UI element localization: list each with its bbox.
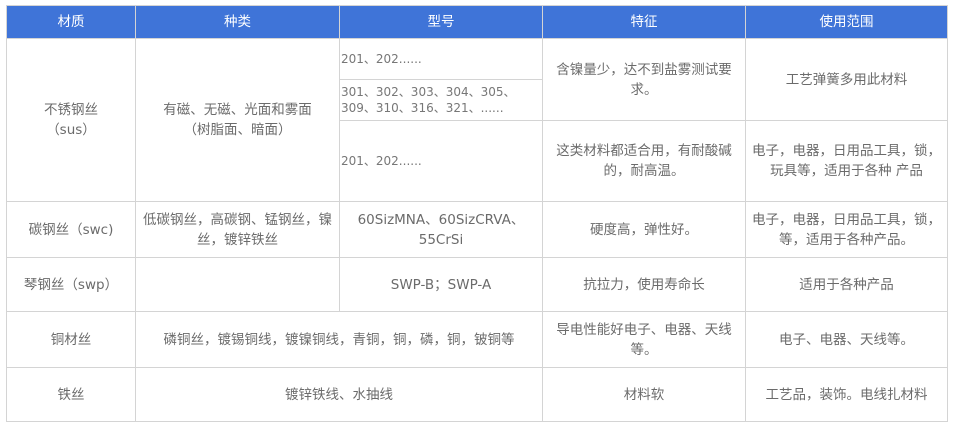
kind-line: （树脂面、暗面） [183, 122, 292, 138]
material-table: 材质 种类 型号 特征 使用范围 不锈钢丝 （sus） 有磁、无磁、光面和雾面 （树… [6, 5, 948, 422]
kind-line: 有磁、无磁、光面和雾面 [163, 102, 312, 118]
header-usage: 使用范围 [745, 5, 948, 39]
cell-material: 琴钢丝（swp） [6, 257, 136, 312]
table-row-iron: 铁丝 镀锌铁线、水抽线 材料软 工艺品，装饰。电线扎材料 [6, 367, 948, 422]
material-name: 不锈钢丝 [44, 102, 98, 118]
cell-model: 201、202...... [339, 38, 543, 80]
cell-kind [135, 257, 340, 312]
cell-usage: 适用于各种产品 [745, 257, 948, 312]
cell-feature: 含镍量少，达不到盐雾测试要求。 [542, 38, 746, 121]
cell-kind-model: 磷铜丝，镀锡铜线，镀镍铜线，青铜，铜，磷，铜，铍铜等 [135, 311, 543, 368]
cell-kind: 有磁、无磁、光面和雾面 （树脂面、暗面） [135, 38, 340, 202]
cell-feature: 这类材料都适合用，有耐酸碱的，耐高温。 [542, 120, 746, 202]
cell-model: SWP-B；SWP-A [339, 257, 543, 312]
material-code: （sus） [46, 122, 96, 138]
header-feature: 特征 [542, 5, 746, 39]
table-row-sus-3: 201、202...... 这类材料都适合用，有耐酸碱的，耐高温。 电子，电器，… [7, 120, 948, 202]
cell-feature: 硬度高，弹性好。 [542, 201, 746, 258]
cell-usage: 工艺弹簧多用此材料 [745, 38, 948, 121]
cell-usage: 电子，电器，日用品工具，锁，玩具等，适用于各种 产品 [745, 120, 948, 202]
cell-usage: 工艺品，装饰。电线扎材料 [745, 367, 948, 422]
cell-model: 60SizMNA、60SizCRVA、55CrSi [339, 201, 543, 258]
table-row-swp: 琴钢丝（swp） SWP-B；SWP-A 抗拉力，使用寿命长 适用于各种产品 [6, 257, 948, 312]
cell-usage: 电子，电器，日用品工具，锁，等，适用于各种产品。 [745, 201, 948, 258]
table-row-swc: 碳钢丝（swc) 低碳钢丝，高碳钢、锰钢丝，镍丝，镀锌铁丝 60SizMNA、6… [6, 201, 948, 258]
cell-kind-model: 镀锌铁线、水抽线 [135, 367, 543, 422]
cell-material: 碳钢丝（swc) [6, 201, 136, 258]
table-row-sus: 不锈钢丝 （sus） 有磁、无磁、光面和雾面 （树脂面、暗面） 201、202...… [6, 38, 948, 202]
cell-material: 铜材丝 [6, 311, 136, 368]
cell-model: 201、202...... [339, 120, 543, 202]
table-row-copper: 铜材丝 磷铜丝，镀锡铜线，镀镍铜线，青铜，铜，磷，铜，铍铜等 导电性能好电子、电… [6, 311, 948, 368]
header-kind: 种类 [135, 5, 340, 39]
cell-material: 不锈钢丝 （sus） [6, 38, 136, 202]
cell-feature: 导电性能好电子、电器、天线等。 [542, 311, 746, 368]
table-row-sus-2: 301、302、303、304、305、309、310、316、321、....… [7, 79, 948, 121]
header-row: 材质 种类 型号 特征 使用范围 [6, 5, 948, 39]
cell-feature: 材料软 [542, 367, 746, 422]
header-model: 型号 [339, 5, 543, 39]
cell-feature: 抗拉力，使用寿命长 [542, 257, 746, 312]
cell-kind: 低碳钢丝，高碳钢、锰钢丝，镍丝，镀锌铁丝 [135, 201, 340, 258]
header-material: 材质 [6, 5, 136, 39]
cell-usage: 电子、电器、天线等。 [745, 311, 948, 368]
cell-material: 铁丝 [6, 367, 136, 422]
cell-model: 301、302、303、304、305、309、310、316、321、....… [339, 79, 543, 121]
